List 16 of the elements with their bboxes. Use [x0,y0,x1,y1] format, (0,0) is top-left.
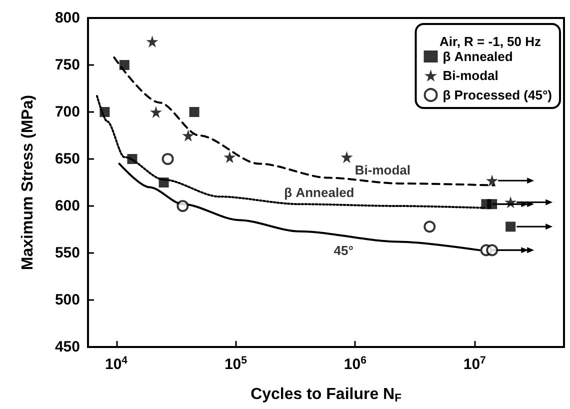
y-axis-title: Maximum Stress (MPa) [20,94,36,270]
annotation: 45° [334,242,354,258]
legend-label: Bi-modal [442,68,498,83]
legend-label: β Annealed [442,49,513,64]
annotation: Bi-modal [354,162,411,178]
y-tick-label: 550 [54,244,80,262]
annotation: β Annealed [284,185,354,200]
y-tick-label: 800 [54,10,80,26]
y-tick-label: 500 [54,292,80,308]
y-tick-label: 450 [54,338,80,356]
legend-title: Air, R = -1, 50 Hz [439,34,542,49]
y-tick-label: 700 [54,104,80,120]
legend-label: β Processed (45°) [442,88,552,102]
y-tick-label: 750 [54,56,80,74]
y-tick-label: 600 [54,198,80,214]
y-tick-label: 650 [54,150,80,168]
